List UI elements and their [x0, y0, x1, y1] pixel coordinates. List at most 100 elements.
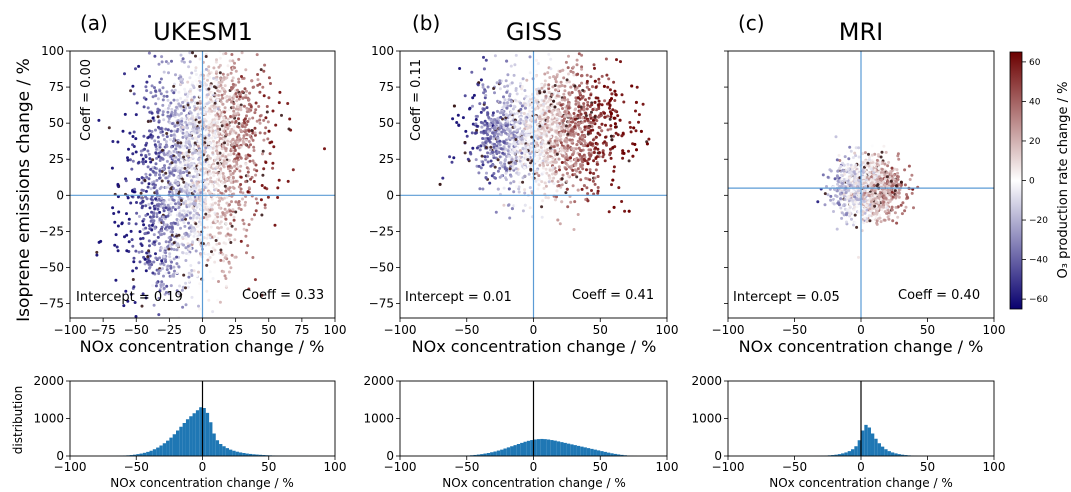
- scatter-point: [175, 289, 179, 293]
- scatter-point: [266, 137, 270, 141]
- scatter-point: [152, 260, 156, 264]
- scatter-point: [630, 84, 634, 88]
- scatter-point: [131, 244, 135, 248]
- scatter-point: [127, 240, 131, 244]
- scatter-point: [211, 310, 215, 314]
- scatter-point: [541, 153, 545, 157]
- hist-bar: [590, 448, 594, 457]
- scatter-point: [505, 90, 509, 94]
- scatter-point: [205, 217, 209, 221]
- scatter-point: [586, 162, 590, 166]
- scatter-point: [152, 219, 156, 223]
- hist-bar: [166, 440, 170, 457]
- hist-bar: [176, 430, 180, 456]
- scatter-point: [226, 232, 230, 236]
- scatter-point: [516, 161, 520, 165]
- scatter-point: [215, 116, 219, 120]
- scatter-point: [620, 200, 624, 203]
- scatter-point: [199, 154, 203, 158]
- scatter-point: [115, 245, 119, 249]
- scatter-point: [249, 143, 252, 147]
- scatter-point: [222, 116, 226, 120]
- scatter-point: [152, 211, 156, 215]
- scatter-point: [492, 172, 496, 175]
- scatter-point: [510, 150, 514, 154]
- scatter-point: [198, 57, 202, 61]
- scatter-point: [224, 222, 228, 226]
- scatter-point: [609, 127, 613, 131]
- scatter-point: [155, 212, 159, 216]
- scatter-point: [230, 224, 234, 228]
- scatter-point: [263, 203, 267, 207]
- scatter-point: [182, 243, 186, 247]
- scatter-point: [615, 58, 618, 62]
- scatter-point: [197, 203, 201, 207]
- scatter-point: [113, 243, 117, 247]
- scatter-point: [484, 129, 488, 133]
- scatter-point: [608, 106, 611, 110]
- scatter-point: [613, 109, 617, 113]
- scatter-point: [545, 131, 549, 135]
- scatter-point: [216, 107, 220, 111]
- scatter-point: [541, 166, 545, 170]
- scatter-point: [219, 225, 223, 229]
- scatter-point: [163, 153, 167, 157]
- scatter-point: [150, 210, 154, 214]
- scatter-point: [161, 267, 164, 271]
- scatter-point: [262, 118, 266, 122]
- scatter-point: [198, 307, 202, 311]
- scatter-point: [244, 154, 248, 158]
- scatter-point: [542, 164, 546, 168]
- scatter-point: [551, 115, 554, 119]
- scatter-point: [95, 253, 99, 257]
- scatter-point: [611, 146, 615, 149]
- scatter-point: [255, 119, 259, 123]
- scatter-point: [231, 138, 235, 142]
- scatter-point: [187, 191, 191, 195]
- scatter-point: [256, 73, 260, 76]
- scatter-point: [592, 119, 595, 122]
- scatter-point: [593, 79, 597, 83]
- scatter-point: [237, 97, 241, 101]
- scatter-point: [587, 126, 591, 130]
- scatter-point: [561, 154, 564, 157]
- scatter-point: [507, 187, 511, 191]
- scatter-point: [160, 196, 164, 200]
- scatter-point: [183, 232, 187, 236]
- hist-bar: [493, 451, 497, 456]
- scatter-point: [233, 61, 236, 65]
- scatter-point: [144, 85, 148, 89]
- scatter-point: [510, 121, 514, 125]
- scatter-point: [535, 168, 539, 172]
- scatter-point: [139, 153, 143, 157]
- scatter-point: [184, 281, 188, 285]
- scatter-point: [576, 213, 580, 216]
- scatter-point: [519, 111, 523, 115]
- scatter-point: [506, 119, 510, 123]
- scatter-point: [554, 160, 558, 164]
- scatter-point: [645, 142, 649, 146]
- scatter-point: [151, 271, 155, 275]
- scatter-point: [253, 126, 257, 130]
- scatter-point: [505, 155, 508, 158]
- scatter-point: [154, 252, 157, 256]
- scatter-point: [259, 198, 263, 202]
- scatter-point: [178, 209, 182, 213]
- hist-bar: [520, 442, 524, 457]
- scatter-point: [218, 196, 221, 200]
- panel-b-letter: (b): [412, 11, 440, 35]
- panel-b-coeff-vertical: Coeff = 0.11: [409, 59, 424, 141]
- scatter-point: [146, 149, 150, 153]
- scatter-point: [198, 88, 202, 92]
- scatter-point: [236, 103, 240, 107]
- scatter-point: [492, 175, 496, 179]
- scatter-point: [561, 151, 565, 155]
- scatter-point: [585, 73, 589, 77]
- scatter-point: [488, 140, 492, 144]
- scatter-point: [873, 152, 877, 156]
- scatter-point: [274, 123, 278, 127]
- scatter-point: [208, 190, 212, 194]
- scatter-point: [477, 171, 481, 175]
- scatter-point: [175, 234, 179, 238]
- scatter-point: [158, 89, 162, 93]
